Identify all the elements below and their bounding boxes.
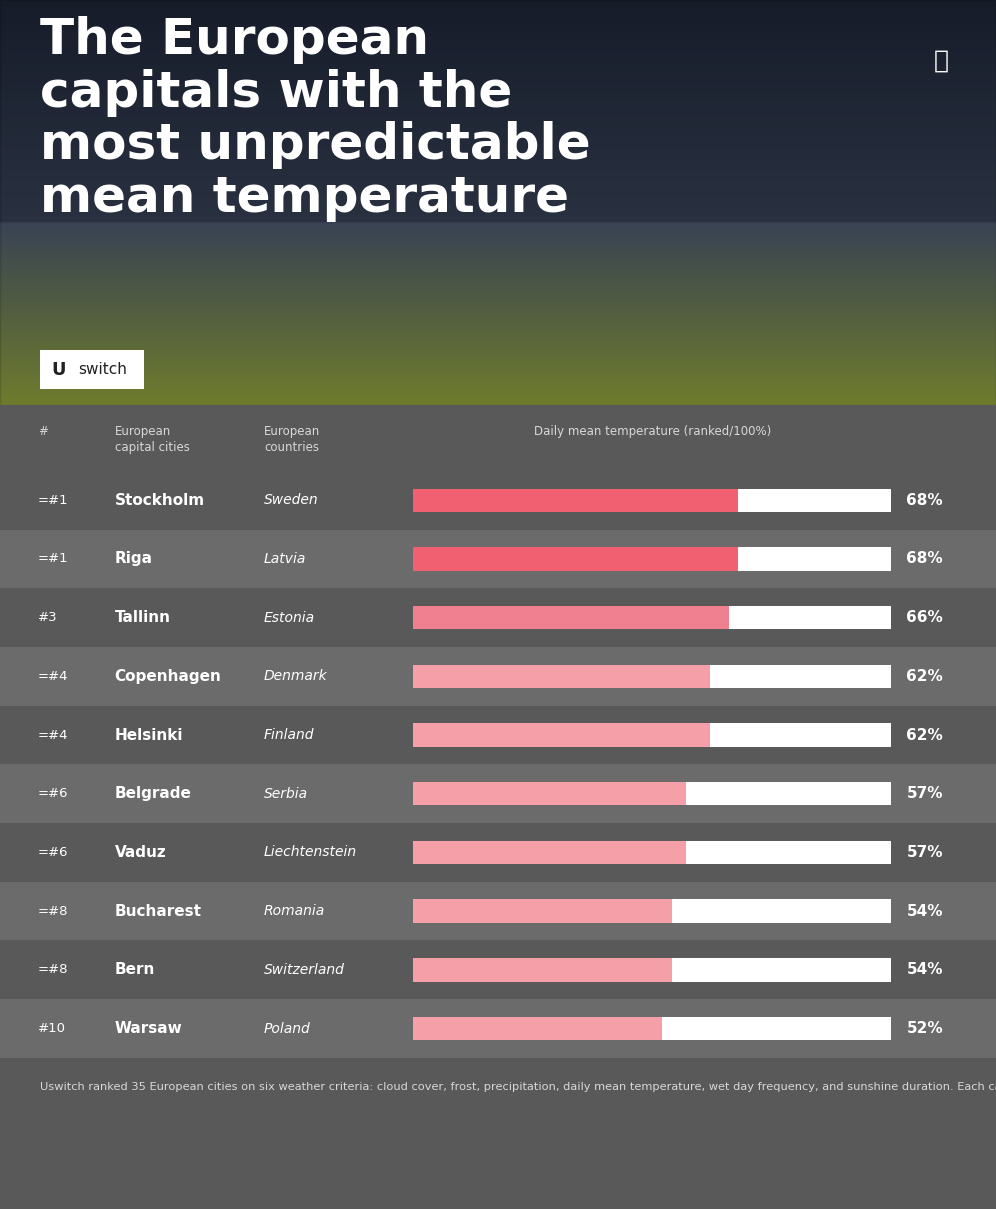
Text: =#1: =#1 [38,493,69,507]
Text: Stockholm: Stockholm [115,493,204,508]
Text: Finland: Finland [264,728,315,742]
Bar [413,488,738,513]
Text: Poland: Poland [264,1022,311,1035]
Text: 62%: 62% [906,669,943,684]
Bar [413,665,891,688]
Text: 62%: 62% [906,728,943,742]
Text: 54%: 54% [906,903,943,919]
Text: Vaduz: Vaduz [115,845,166,860]
Text: Helsinki: Helsinki [115,728,183,742]
Text: The European
capitals with the
most unpredictable
mean temperature: The European capitals with the most unpr… [40,16,591,222]
Text: 68%: 68% [906,551,943,567]
Bar [413,723,891,747]
Text: Bern: Bern [115,962,155,977]
Bar [0,530,996,589]
Text: Liechtenstein: Liechtenstein [264,845,357,860]
Text: Daily mean temperature (ranked/100%): Daily mean temperature (ranked/100%) [534,426,771,438]
Text: 54%: 54% [906,962,943,977]
Bar [413,899,671,922]
Bar [0,589,996,647]
Bar [413,606,729,630]
Text: 52%: 52% [906,1022,943,1036]
Text: Copenhagen: Copenhagen [115,669,221,684]
Bar [413,488,891,513]
Bar [413,606,891,630]
Bar [413,840,891,864]
Text: European
capital cities: European capital cities [115,426,189,455]
Text: =#4: =#4 [38,729,69,741]
Text: =#6: =#6 [38,787,69,800]
Text: #3: #3 [38,612,58,624]
Bar [413,665,710,688]
Text: Belgrade: Belgrade [115,786,191,802]
Bar [0,941,996,999]
Text: =#4: =#4 [38,670,69,683]
Bar [0,999,996,1058]
Text: Tallinn: Tallinn [115,611,170,625]
Text: 57%: 57% [906,786,943,802]
Bar [413,899,891,922]
Text: Switzerland: Switzerland [264,962,345,977]
Bar [0,881,996,941]
Bar [413,723,710,747]
Text: Serbia: Serbia [264,787,308,800]
Text: U: U [52,360,67,378]
Text: Riga: Riga [115,551,152,567]
Text: European
countries: European countries [264,426,320,455]
Text: Uswitch ranked 35 European cities on six weather criteria: cloud cover, frost, p: Uswitch ranked 35 European cities on six… [40,1082,996,1092]
Bar [413,1017,891,1040]
Text: =#1: =#1 [38,553,69,566]
Bar [413,958,671,982]
Text: 68%: 68% [906,493,943,508]
Bar [0,472,996,530]
Bar [0,823,996,881]
Bar [0,706,996,764]
Text: 57%: 57% [906,845,943,860]
Text: =#8: =#8 [38,904,69,918]
Text: Denmark: Denmark [264,670,328,683]
Text: Latvia: Latvia [264,553,307,566]
Bar [413,782,891,805]
Text: Sweden: Sweden [264,493,319,508]
Text: Estonia: Estonia [264,611,315,625]
Text: switch: switch [78,361,126,377]
Bar [413,548,738,571]
Bar [413,840,686,864]
Bar [413,782,686,805]
Bar [413,1017,662,1040]
Text: Bucharest: Bucharest [115,903,201,919]
Text: =#8: =#8 [38,964,69,977]
Text: ⛅: ⛅ [933,48,949,73]
Text: 66%: 66% [906,611,943,625]
Text: #: # [38,426,48,438]
Bar [413,958,891,982]
Text: =#6: =#6 [38,846,69,858]
Text: Romania: Romania [264,904,325,918]
Text: Warsaw: Warsaw [115,1022,182,1036]
Text: #10: #10 [38,1022,66,1035]
Bar [0,764,996,823]
Bar [40,351,144,389]
Bar [0,647,996,706]
Bar [413,548,891,571]
